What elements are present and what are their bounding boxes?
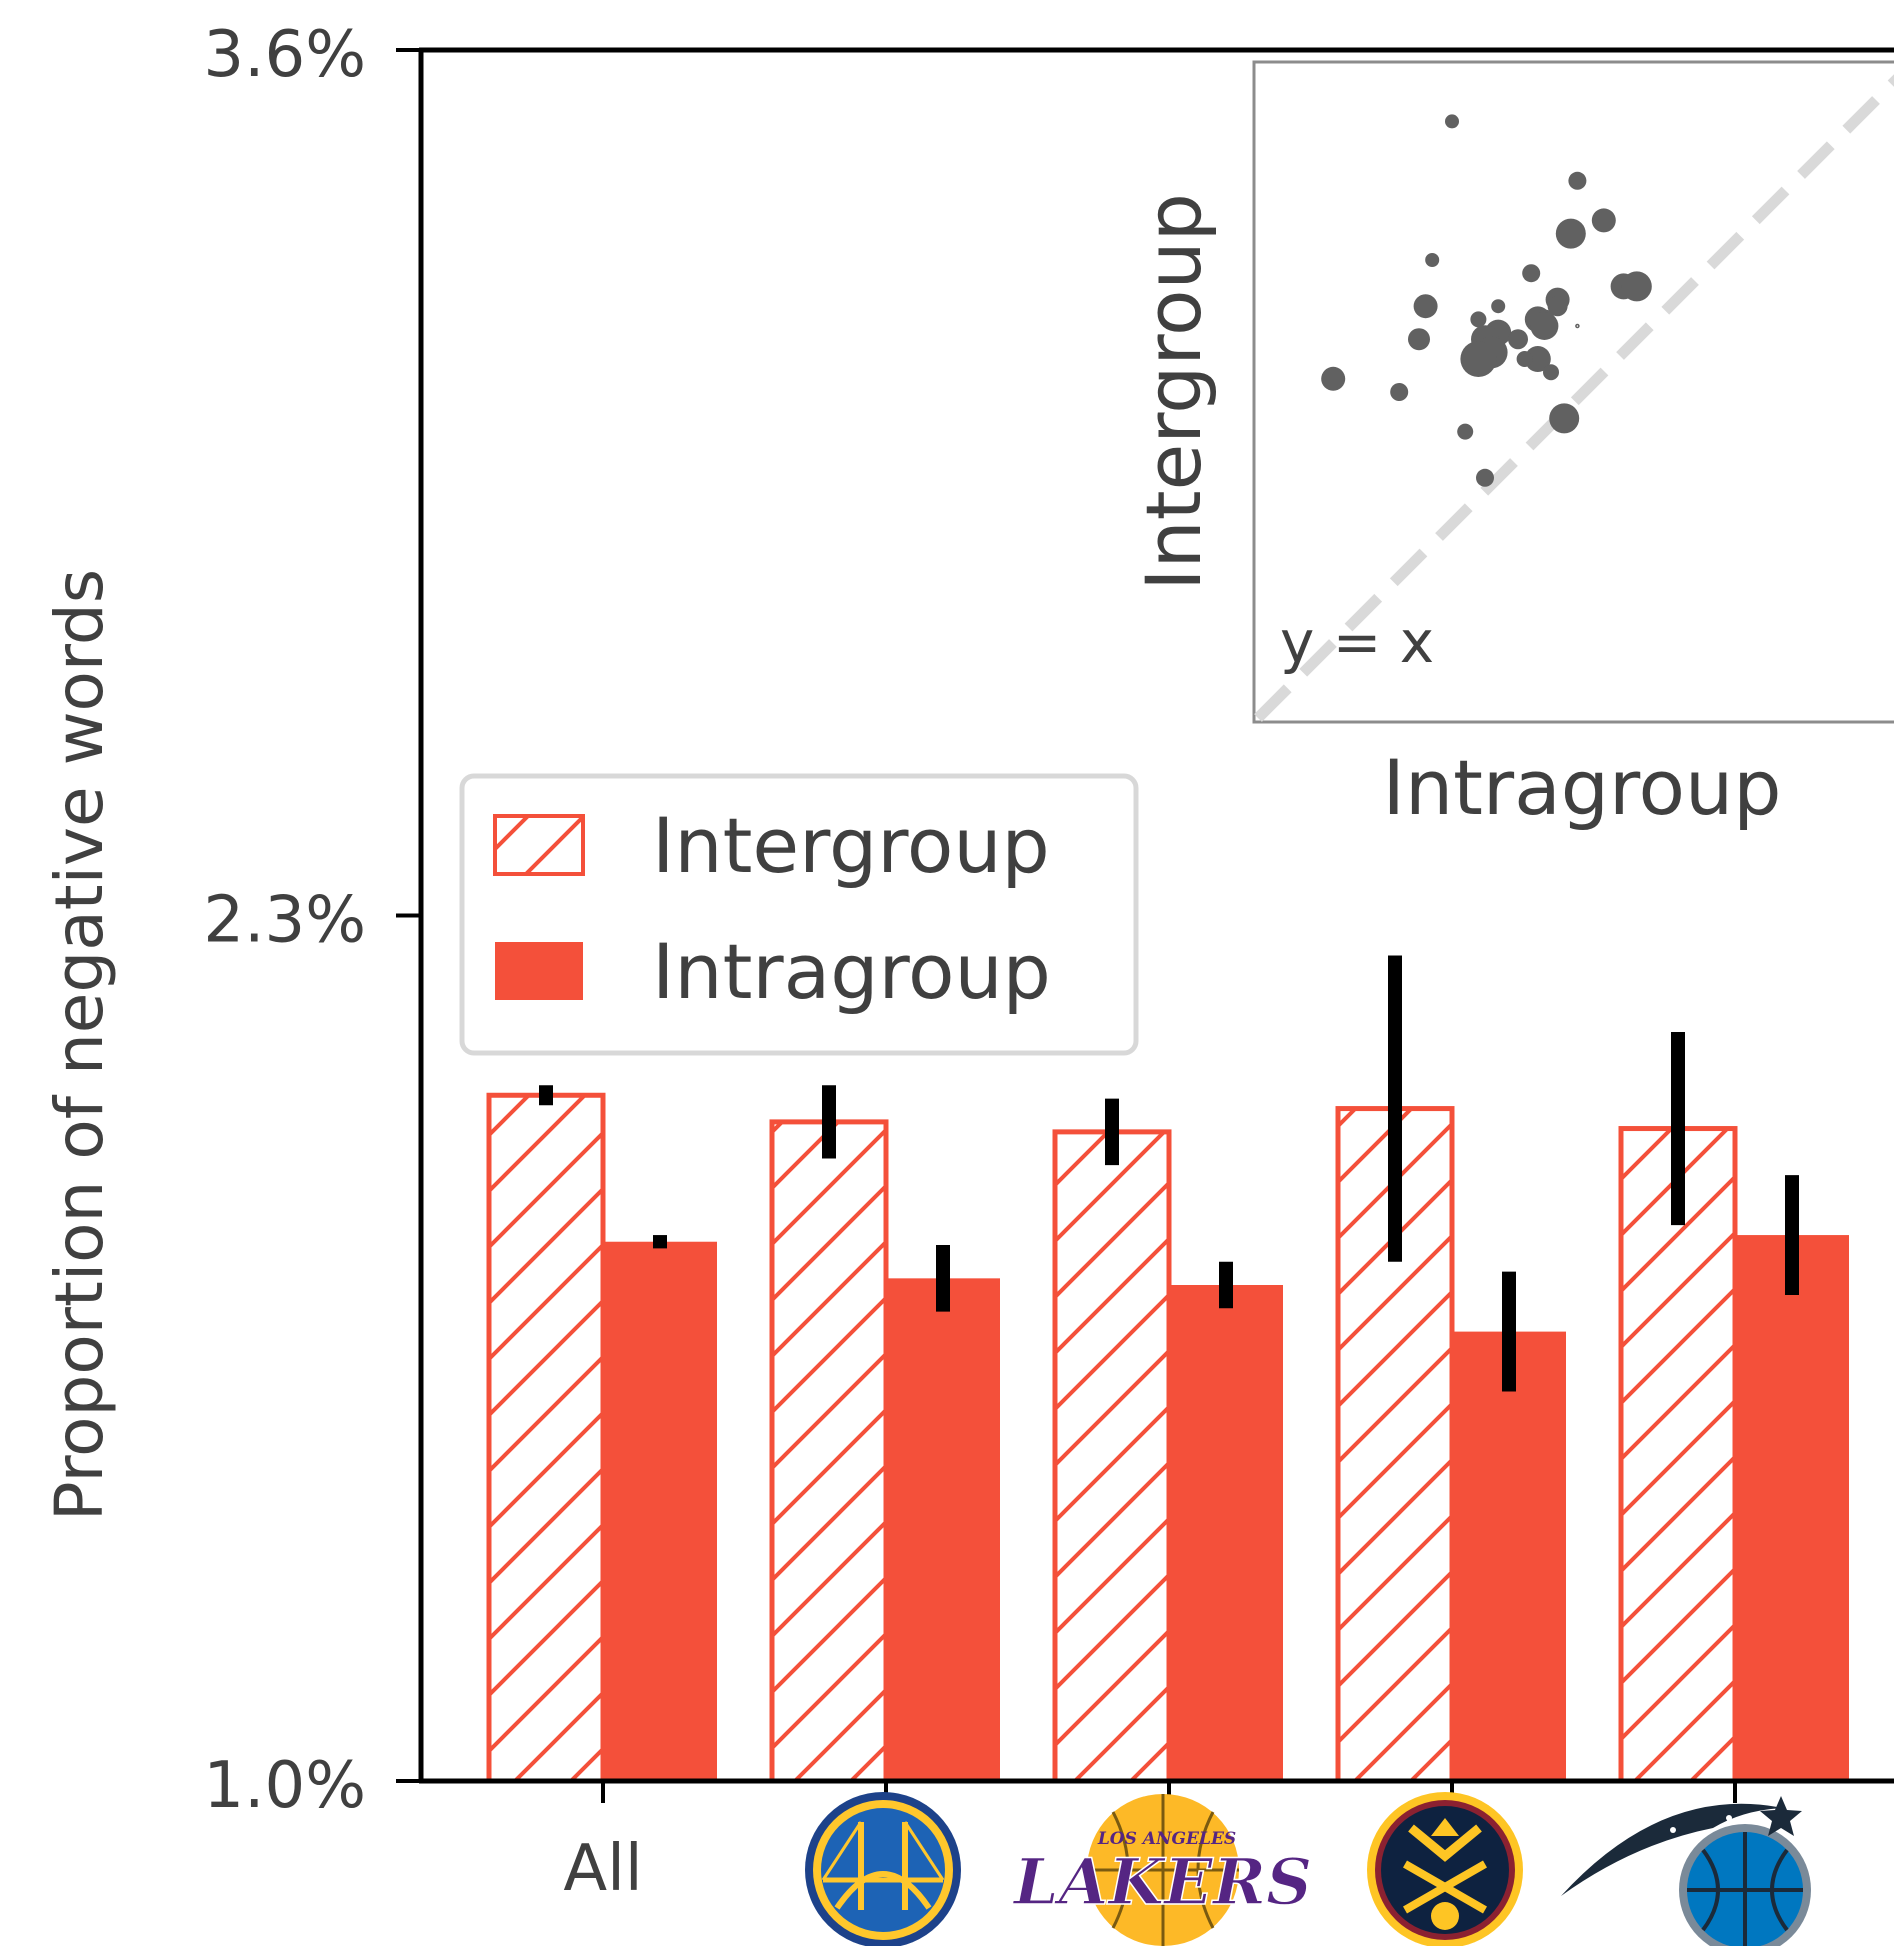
scatter-point-25	[1543, 364, 1559, 381]
scatter-point-19	[1508, 329, 1528, 350]
scatter-point-26	[1321, 366, 1346, 391]
scatter-point-2	[1591, 208, 1616, 233]
bar-intergroup-1	[769, 1119, 889, 1784]
scatter-point-28	[1549, 403, 1580, 434]
legend-frame	[459, 773, 1139, 1056]
magic-logo-icon	[1561, 1796, 1811, 1946]
scatter-point-7	[1621, 271, 1652, 302]
bar-intragroup-3	[1452, 1331, 1566, 1781]
y-axis-title: Proportion of negative words	[41, 569, 118, 1521]
scatter-point-15	[1530, 312, 1559, 340]
y-tick-label-2: 3.6%	[203, 18, 366, 92]
scatter-point-30	[1476, 468, 1494, 487]
scatter-point-1	[1568, 171, 1587, 190]
legend-swatch-intragroup	[495, 942, 583, 1000]
scatter-point-24	[1516, 351, 1533, 367]
scatter-point-5	[1522, 264, 1541, 283]
scatter-point-9	[1491, 299, 1506, 314]
scatter-point-22	[1460, 341, 1497, 377]
scatter-point-0	[1445, 114, 1459, 129]
bar-intragroup-0	[603, 1241, 717, 1781]
inset-x-axis-title: Intragroup	[1383, 743, 1782, 832]
x-tick-label-0: All	[563, 1832, 642, 1906]
legend-label-intragroup: Intragroup	[652, 927, 1051, 1016]
scatter-point-4	[1425, 253, 1440, 267]
scatter-point-8	[1413, 294, 1438, 319]
inset-scatter: y = x Intergroup Intragroup	[1129, 60, 1894, 832]
scatter-point-12	[1470, 311, 1487, 328]
y-tick-label-1: 2.3%	[203, 884, 366, 958]
bar-intergroup-2	[1052, 1129, 1172, 1784]
legend: Intergroup Intragroup	[459, 773, 1139, 1056]
svg-text:LAKERS: LAKERS	[1012, 1845, 1312, 1920]
nuggets-logo-icon	[1367, 1792, 1523, 1946]
warriors-logo-icon	[805, 1792, 961, 1946]
inset-annotation: y = x	[1280, 608, 1434, 676]
scatter-point-11	[1547, 296, 1568, 317]
bar-intergroup-4	[1618, 1126, 1738, 1784]
bar-intragroup-1	[886, 1278, 1000, 1781]
bar-intergroup-0	[486, 1092, 606, 1784]
y-tick-label-0: 1.0%	[203, 1749, 366, 1823]
scatter-point-20	[1408, 328, 1430, 351]
bar-intragroup-4	[1735, 1235, 1849, 1781]
scatter-point-3	[1555, 218, 1586, 249]
inset-y-axis-title: Intergroup	[1129, 193, 1218, 591]
svg-text:LOS ANGELES: LOS ANGELES	[1097, 1829, 1236, 1849]
scatter-point-16	[1575, 323, 1580, 329]
lakers-logo-icon: LOS ANGELES LAKERS	[1011, 1794, 1313, 1946]
scatter-point-23	[1524, 346, 1551, 372]
bar-intragroup-2	[1169, 1285, 1283, 1781]
scatter-point-29	[1457, 423, 1474, 440]
legend-swatch-intergroup	[493, 814, 585, 876]
legend-label-intergroup: Intergroup	[652, 801, 1050, 890]
inset-reference-line	[1254, 74, 1894, 722]
scatter-point-27	[1390, 383, 1409, 401]
